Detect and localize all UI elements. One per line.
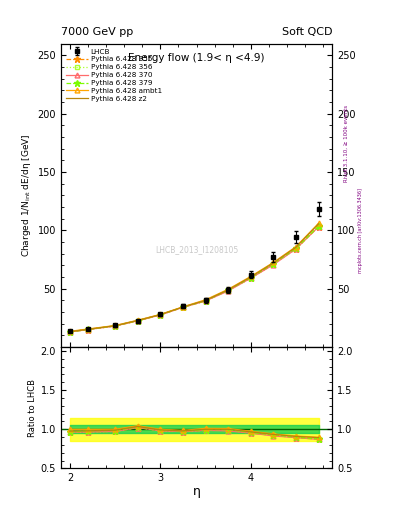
Pythia 6.428 z2 — [181, 304, 185, 310]
Pythia 6.428 355 — [135, 318, 140, 324]
Pythia 6.428 370 — [158, 312, 163, 318]
Pythia 6.428 355 — [294, 246, 298, 252]
Line: Pythia 6.428 370: Pythia 6.428 370 — [68, 224, 321, 334]
Pythia 6.428 370 — [86, 327, 90, 333]
Pythia 6.428 370 — [113, 323, 118, 329]
Pythia 6.428 379 — [316, 223, 321, 229]
Pythia 6.428 356 — [203, 298, 208, 304]
Pythia 6.428 356 — [271, 261, 275, 267]
Text: Energy flow (1.9< η <4.9): Energy flow (1.9< η <4.9) — [128, 53, 265, 62]
Text: LHCB_2013_I1208105: LHCB_2013_I1208105 — [155, 245, 238, 254]
Pythia 6.428 355 — [158, 312, 163, 318]
Pythia 6.428 355 — [226, 287, 230, 293]
Line: Pythia 6.428 z2: Pythia 6.428 z2 — [70, 224, 318, 332]
Pythia 6.428 356 — [135, 318, 140, 324]
Pythia 6.428 z2 — [248, 274, 253, 280]
Pythia 6.428 379 — [294, 245, 298, 251]
Pythia 6.428 z2 — [158, 311, 163, 317]
Line: Pythia 6.428 355: Pythia 6.428 355 — [67, 224, 321, 335]
Pythia 6.428 370 — [181, 304, 185, 310]
Y-axis label: Ratio to LHCB: Ratio to LHCB — [28, 379, 37, 437]
Pythia 6.428 379 — [68, 329, 72, 335]
Y-axis label: Charged 1/N$_\mathrm{int}$ dE/dη [GeV]: Charged 1/N$_\mathrm{int}$ dE/dη [GeV] — [20, 134, 33, 257]
Pythia 6.428 ambt1 — [86, 326, 90, 332]
Pythia 6.428 379 — [226, 287, 230, 293]
Pythia 6.428 ambt1 — [248, 273, 253, 280]
Pythia 6.428 355 — [271, 261, 275, 267]
Pythia 6.428 ambt1 — [271, 260, 275, 266]
Pythia 6.428 370 — [135, 318, 140, 324]
Pythia 6.428 355 — [316, 224, 321, 230]
Line: Pythia 6.428 ambt1: Pythia 6.428 ambt1 — [68, 221, 321, 334]
Text: mcplots.cern.ch [arXiv:1306.3436]: mcplots.cern.ch [arXiv:1306.3436] — [358, 188, 363, 273]
Pythia 6.428 370 — [68, 329, 72, 335]
Pythia 6.428 379 — [271, 261, 275, 267]
Pythia 6.428 356 — [113, 323, 118, 329]
Pythia 6.428 ambt1 — [68, 328, 72, 334]
Pythia 6.428 355 — [248, 275, 253, 281]
Pythia 6.428 355 — [86, 327, 90, 333]
Pythia 6.428 ambt1 — [181, 304, 185, 310]
Pythia 6.428 356 — [316, 223, 321, 229]
Pythia 6.428 356 — [181, 304, 185, 310]
Pythia 6.428 z2 — [86, 326, 90, 332]
Pythia 6.428 356 — [226, 287, 230, 293]
Pythia 6.428 ambt1 — [113, 323, 118, 329]
Pythia 6.428 379 — [248, 274, 253, 281]
Pythia 6.428 379 — [113, 323, 118, 329]
Legend: LHCB, Pythia 6.428 355, Pythia 6.428 356, Pythia 6.428 370, Pythia 6.428 379, Py: LHCB, Pythia 6.428 355, Pythia 6.428 356… — [64, 47, 163, 103]
Pythia 6.428 ambt1 — [294, 244, 298, 250]
Pythia 6.428 379 — [135, 317, 140, 324]
Pythia 6.428 370 — [271, 262, 275, 268]
Pythia 6.428 z2 — [316, 221, 321, 227]
Pythia 6.428 356 — [68, 329, 72, 335]
Text: 7000 GeV pp: 7000 GeV pp — [61, 27, 133, 37]
Line: Pythia 6.428 356: Pythia 6.428 356 — [68, 224, 321, 334]
Pythia 6.428 z2 — [113, 323, 118, 329]
Pythia 6.428 379 — [158, 311, 163, 317]
Text: Rivet 3.1.10, ≥ 100k events: Rivet 3.1.10, ≥ 100k events — [344, 105, 349, 182]
Pythia 6.428 355 — [113, 323, 118, 329]
Line: Pythia 6.428 379: Pythia 6.428 379 — [67, 223, 321, 335]
Pythia 6.428 ambt1 — [226, 286, 230, 292]
Pythia 6.428 355 — [203, 298, 208, 304]
Pythia 6.428 370 — [226, 288, 230, 294]
Pythia 6.428 ambt1 — [203, 297, 208, 303]
X-axis label: η: η — [193, 485, 200, 498]
Pythia 6.428 379 — [203, 297, 208, 304]
Pythia 6.428 356 — [294, 246, 298, 252]
Pythia 6.428 z2 — [294, 244, 298, 250]
Pythia 6.428 356 — [158, 312, 163, 318]
Text: Soft QCD: Soft QCD — [282, 27, 332, 37]
Pythia 6.428 370 — [316, 224, 321, 230]
Pythia 6.428 z2 — [203, 297, 208, 304]
Pythia 6.428 370 — [248, 275, 253, 281]
Pythia 6.428 355 — [68, 329, 72, 335]
Pythia 6.428 z2 — [271, 260, 275, 266]
Pythia 6.428 356 — [248, 275, 253, 281]
Pythia 6.428 ambt1 — [158, 311, 163, 317]
Pythia 6.428 z2 — [135, 317, 140, 324]
Pythia 6.428 z2 — [226, 287, 230, 293]
Pythia 6.428 370 — [203, 298, 208, 304]
Pythia 6.428 356 — [86, 327, 90, 333]
Pythia 6.428 ambt1 — [135, 317, 140, 323]
Pythia 6.428 z2 — [68, 329, 72, 335]
Pythia 6.428 379 — [181, 304, 185, 310]
Pythia 6.428 370 — [294, 246, 298, 252]
Pythia 6.428 ambt1 — [316, 220, 321, 226]
Pythia 6.428 379 — [86, 326, 90, 332]
Pythia 6.428 355 — [181, 304, 185, 310]
